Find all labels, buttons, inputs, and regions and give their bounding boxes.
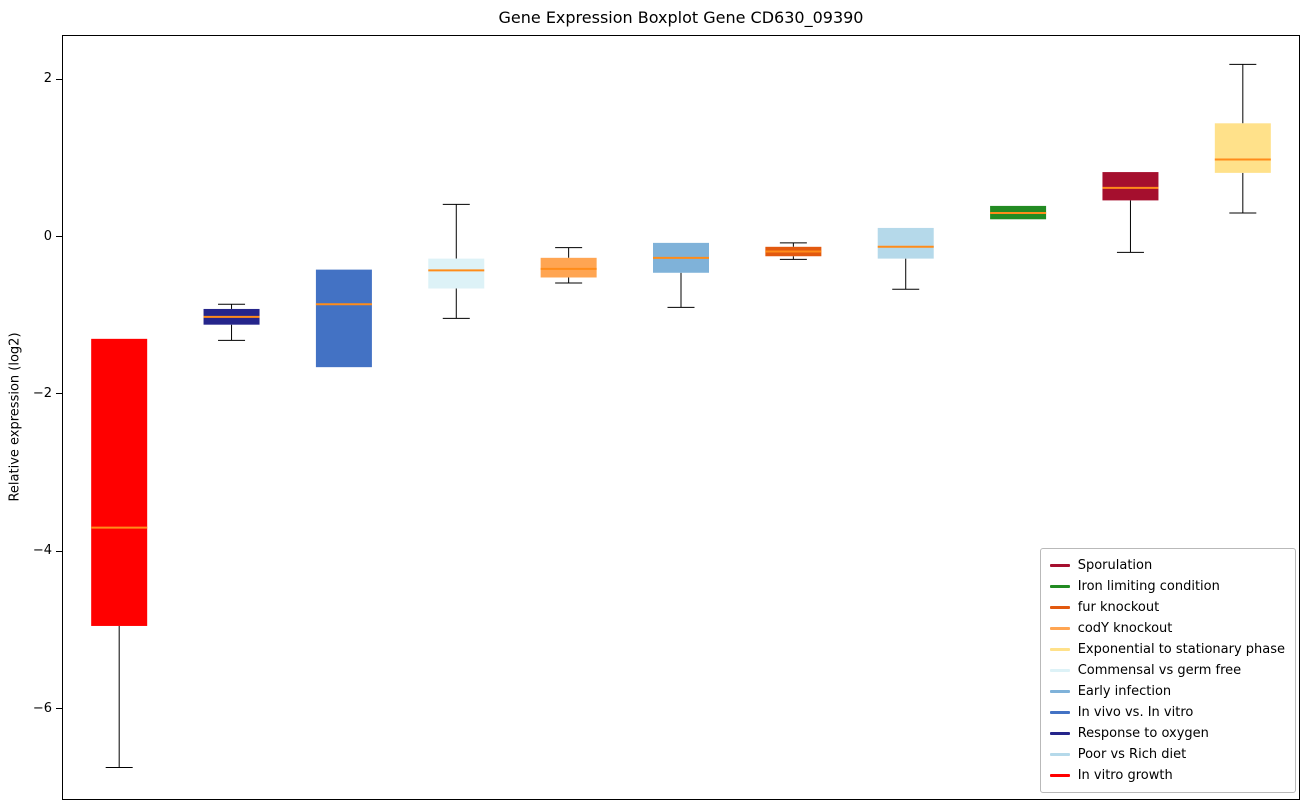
chart-title: Gene Expression Boxplot Gene CD630_09390 [498, 8, 864, 27]
legend-swatch [1049, 564, 1070, 567]
y-tick-mark [56, 393, 62, 395]
legend-item: Sporulation [1049, 555, 1285, 576]
legend-swatch [1049, 627, 1070, 630]
legend-swatch [1049, 606, 1070, 609]
legend-label: Commensal vs germ free [1077, 663, 1242, 678]
boxplot-box [1214, 123, 1271, 173]
legend-item: codY knockout [1049, 618, 1285, 639]
legend-label: Early infection [1077, 684, 1172, 699]
y-tick-label: −2 [32, 385, 52, 401]
legend: Sporulation Iron limiting condition fur kn… [1039, 548, 1296, 793]
legend-label: codY knockout [1077, 621, 1173, 636]
boxplot-svg [91, 63, 1271, 769]
legend-item: Poor vs Rich diet [1049, 744, 1285, 765]
boxplot-box [91, 338, 148, 626]
legend-item: fur knockout [1049, 597, 1285, 618]
legend-swatch [1049, 732, 1070, 735]
legend-swatch [1049, 585, 1070, 588]
boxplot-box [540, 257, 597, 278]
boxplot-box [428, 258, 485, 289]
legend-item: Commensal vs germ free [1049, 660, 1285, 681]
y-tick-mark [56, 550, 62, 552]
boxplot-box [315, 269, 372, 368]
legend-swatch [1049, 753, 1070, 756]
legend-item: Iron limiting condition [1049, 576, 1285, 597]
y-tick-label: 2 [43, 71, 52, 87]
y-tick-mark [56, 236, 62, 238]
boxplot-box [1102, 172, 1159, 201]
legend-item: In vivo vs. In vitro [1049, 702, 1285, 723]
legend-item: In vitro growth [1049, 765, 1285, 786]
legend-label: In vitro growth [1077, 768, 1173, 783]
legend-swatch [1049, 774, 1070, 777]
legend-item: Response to oxygen [1049, 723, 1285, 744]
legend-label: Sporulation [1077, 558, 1153, 573]
legend-label: Response to oxygen [1077, 726, 1209, 741]
legend-label: fur knockout [1077, 600, 1160, 615]
y-tick-label: −6 [32, 700, 52, 716]
legend-label: Exponential to stationary phase [1077, 642, 1285, 657]
y-tick-label: −4 [32, 543, 52, 559]
legend-swatch [1049, 669, 1070, 672]
legend-swatch [1049, 648, 1070, 651]
legend-label: In vivo vs. In vitro [1077, 705, 1194, 720]
y-tick-mark [56, 78, 62, 80]
y-tick-label: 0 [43, 228, 52, 244]
legend-swatch [1049, 711, 1070, 714]
legend-item: Exponential to stationary phase [1049, 639, 1285, 660]
legend-label: Poor vs Rich diet [1077, 747, 1187, 762]
legend-item: Early infection [1049, 681, 1285, 702]
boxplot-box [877, 227, 934, 259]
legend-label: Iron limiting condition [1077, 579, 1220, 594]
legend-swatch [1049, 690, 1070, 693]
y-axis-label: Relative expression (log2) [7, 332, 23, 502]
y-tick-mark [56, 708, 62, 710]
